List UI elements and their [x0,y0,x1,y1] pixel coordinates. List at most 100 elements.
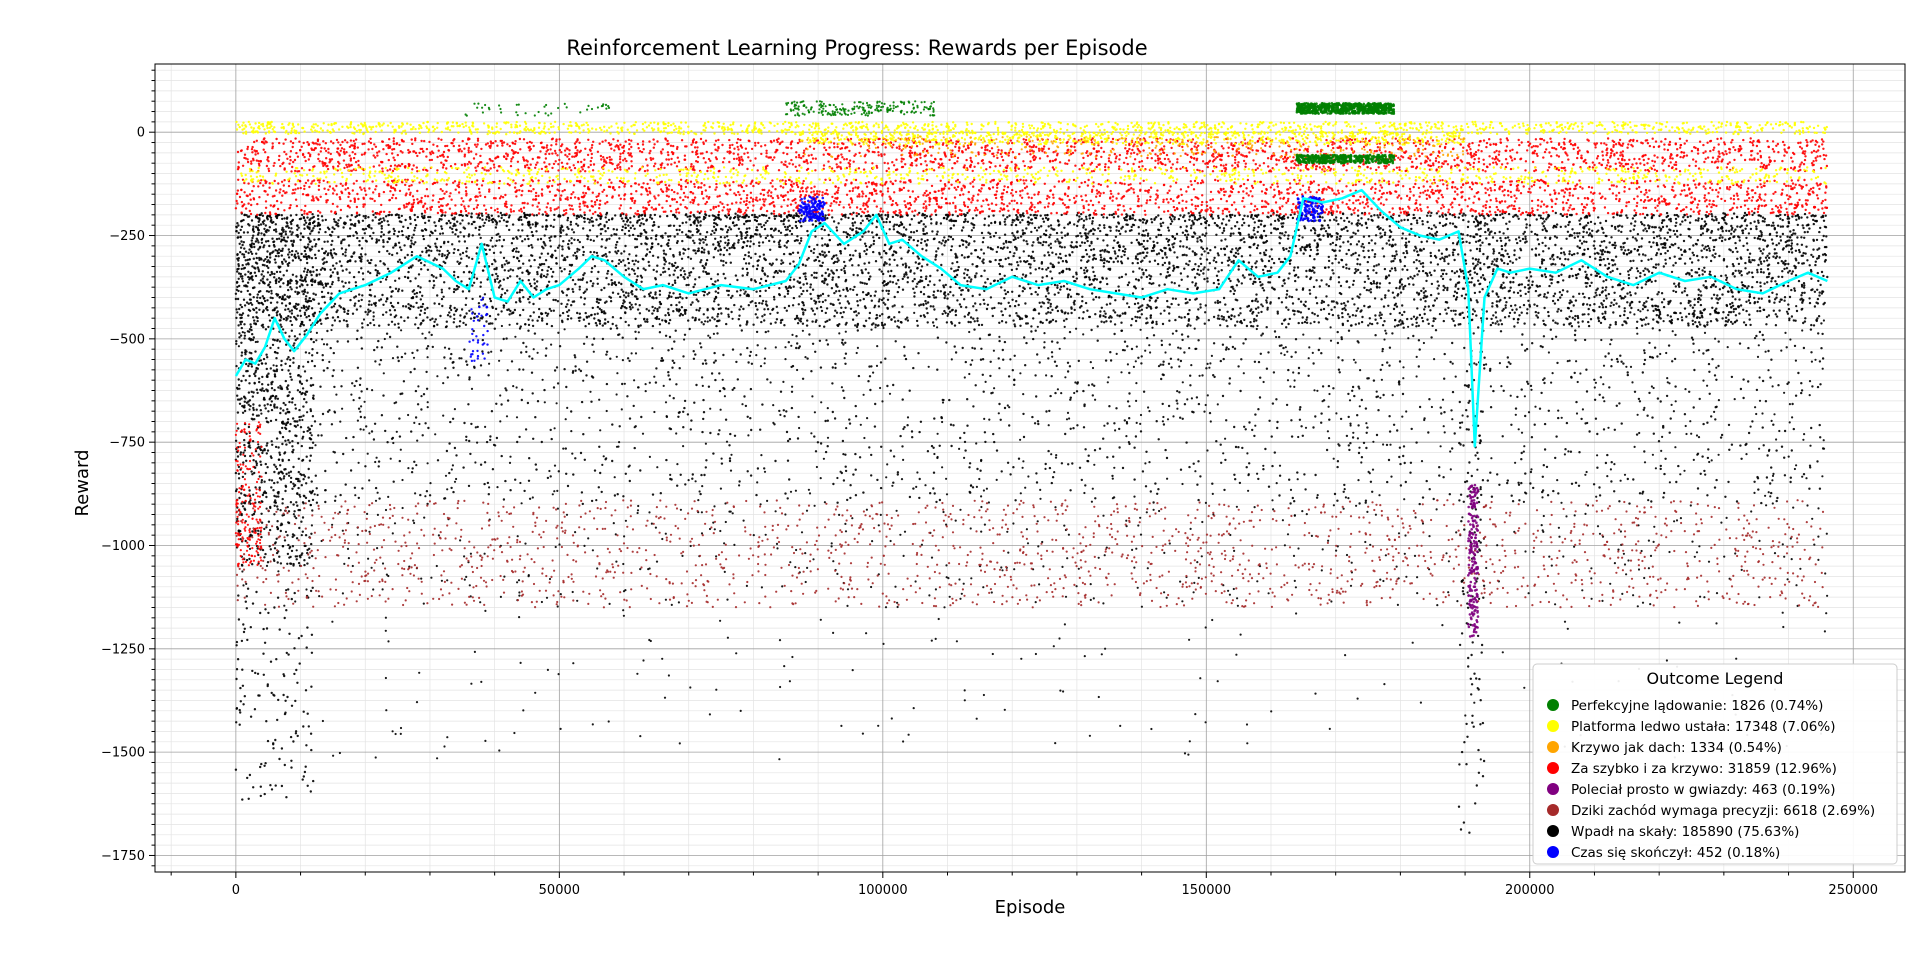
data-point [1408,241,1410,243]
data-point [681,306,683,308]
data-point [999,265,1001,267]
data-point [1057,310,1059,312]
data-point [651,218,653,220]
data-point [1028,255,1030,257]
data-point [843,267,845,269]
data-point [1394,243,1396,245]
data-point [471,212,473,214]
data-point [579,316,581,318]
data-point [1547,311,1549,313]
data-point [926,312,928,314]
data-point [668,262,670,264]
data-point [236,222,238,224]
data-point [1284,282,1286,284]
data-point [388,324,390,326]
data-point [815,272,817,274]
data-point [1643,302,1645,304]
data-point [663,252,665,254]
data-point [613,233,615,235]
data-point [659,323,661,325]
data-point [278,281,280,283]
data-point [1063,227,1065,229]
data-point [942,313,944,315]
data-point [947,239,949,241]
data-point [1522,238,1524,240]
data-point [812,289,814,291]
data-point [724,236,726,238]
data-point [1572,317,1574,319]
data-point [1528,280,1530,282]
data-point [763,224,765,226]
data-point [748,255,750,257]
data-point [1556,223,1558,225]
data-point [1420,298,1422,300]
data-point [1604,318,1606,320]
data-point [321,215,323,217]
data-point [1327,304,1329,306]
data-point [620,283,622,285]
data-point [747,240,749,242]
data-point [844,307,846,309]
data-point [1693,304,1695,306]
data-point [761,302,763,304]
data-point [859,299,861,301]
data-point [1471,277,1473,279]
data-point [997,280,999,282]
data-point [1219,301,1221,303]
data-point [1583,249,1585,251]
data-point [1801,284,1803,286]
data-point [812,310,814,312]
data-point [1444,309,1446,311]
data-point [1217,254,1219,256]
data-point [1745,301,1747,303]
data-point [1352,284,1354,286]
data-point [1767,244,1769,246]
data-point [1086,240,1088,242]
data-point [1385,277,1387,279]
data-point [963,272,965,274]
data-point [579,288,581,290]
data-point [755,291,757,293]
data-point [529,296,531,298]
data-point [1629,304,1631,306]
data-point [318,281,320,283]
data-point [735,274,737,276]
data-point [786,246,788,248]
data-point [1056,287,1058,289]
data-point [673,274,675,276]
data-point [1361,316,1363,318]
data-point [1678,282,1680,284]
data-point [847,244,849,246]
data-point [1249,321,1251,323]
data-point [1742,229,1744,231]
data-point [1415,259,1417,261]
data-point [637,267,639,269]
data-point [902,264,904,266]
data-point [1126,302,1128,304]
data-point [453,274,455,276]
data-point [864,305,866,307]
data-point [1747,249,1749,251]
data-point [867,272,869,274]
data-point [522,263,524,265]
data-point [1432,305,1434,307]
data-point [1544,273,1546,275]
data-point [1755,225,1757,227]
data-point [427,269,429,271]
data-point [1023,250,1025,252]
data-point [951,262,953,264]
data-point [370,227,372,229]
data-point [1712,254,1714,256]
data-point [593,240,595,242]
data-point [1740,304,1742,306]
data-point [1228,278,1230,280]
data-point [1304,227,1306,229]
data-point [1629,260,1631,262]
data-point [543,275,545,277]
data-point [587,218,589,220]
data-point [1357,230,1359,232]
data-point [1120,227,1122,229]
data-point [827,295,829,297]
data-point [1035,268,1037,270]
data-point [1768,301,1770,303]
